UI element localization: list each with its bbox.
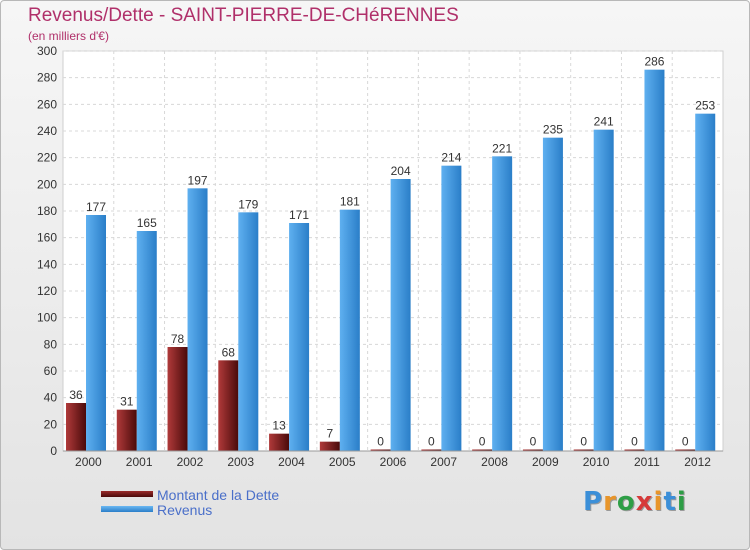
y-tick-label: 180 — [37, 204, 57, 218]
chart-subtitle: (en milliers d'€) — [28, 29, 109, 43]
x-tick-label: 2009 — [532, 455, 559, 469]
revenue-bar — [136, 231, 157, 451]
debt-bar-value-label: 36 — [69, 388, 83, 402]
legend-swatch-dette — [101, 491, 153, 497]
x-tick-label: 2007 — [430, 455, 457, 469]
debt-bar — [522, 449, 543, 451]
x-tick-label: 2002 — [177, 455, 204, 469]
y-tick-label: 40 — [44, 391, 58, 405]
x-tick-label: 2012 — [684, 455, 711, 469]
debt-bar-value-label: 0 — [377, 435, 384, 449]
x-tick-label: 2010 — [583, 455, 610, 469]
x-tick-label: 2011 — [634, 455, 660, 469]
y-tick-label: 80 — [44, 337, 58, 351]
revenue-bar — [542, 137, 563, 451]
x-tick-label: 2001 — [126, 455, 153, 469]
debt-bar — [624, 449, 645, 451]
revenue-bar-value-label: 221 — [492, 141, 512, 155]
x-tick-label: 2003 — [227, 455, 254, 469]
debt-bar-value-label: 68 — [222, 345, 236, 359]
revenue-bar — [187, 188, 208, 452]
y-tick-label: 300 — [37, 44, 57, 58]
debt-bar-value-label: 7 — [327, 427, 334, 441]
legend-swatch-revenus — [101, 506, 153, 512]
logo-letter: o — [616, 487, 636, 517]
logo-letter: r — [603, 487, 617, 517]
debt-bar-value-label: 78 — [171, 332, 185, 346]
x-tick-label: 2006 — [380, 455, 407, 469]
revenue-bar — [86, 215, 106, 451]
revenue-bar — [593, 129, 614, 451]
debt-bar-value-label: 0 — [631, 435, 638, 449]
revenue-bar-value-label: 197 — [188, 173, 208, 187]
revenue-bar-value-label: 171 — [289, 208, 309, 222]
proxiti-logo: Proxiti — [583, 487, 687, 517]
revenue-bar-value-label: 235 — [543, 123, 563, 137]
debt-bar — [472, 449, 493, 451]
revenue-bar — [339, 209, 360, 451]
y-tick-label: 100 — [37, 311, 57, 325]
debt-bar-value-label: 0 — [479, 435, 486, 449]
debt-bar — [421, 449, 442, 451]
y-tick-label: 60 — [44, 364, 58, 378]
revenue-bar-value-label: 177 — [86, 200, 106, 214]
debt-bar — [370, 449, 391, 451]
revenue-bar — [238, 212, 259, 451]
debt-bar — [573, 449, 594, 451]
logo-letter: i — [676, 487, 687, 517]
debt-bar-value-label: 0 — [428, 435, 435, 449]
revenue-bar-value-label: 253 — [695, 99, 715, 113]
y-tick-label: 20 — [44, 417, 58, 431]
debt-bar-value-label: 0 — [580, 435, 587, 449]
debt-bar-value-label: 0 — [682, 435, 689, 449]
legend-label-dette: Montant de la Dette — [157, 487, 280, 503]
legend-label-revenus: Revenus — [157, 502, 213, 518]
revenue-bar — [441, 165, 462, 451]
y-tick-label: 120 — [37, 284, 57, 298]
debt-bar — [167, 347, 188, 451]
revenue-bar-value-label: 286 — [644, 55, 664, 69]
revenue-bar — [492, 156, 513, 452]
y-tick-label: 140 — [37, 257, 57, 271]
y-tick-label: 240 — [37, 124, 57, 138]
revenue-bar-value-label: 165 — [137, 216, 157, 230]
y-tick-label: 280 — [37, 71, 57, 85]
logo-letter: x — [635, 487, 654, 517]
x-tick-label: 2008 — [481, 455, 508, 469]
y-tick-label: 200 — [37, 177, 57, 191]
revenue-bar-value-label: 241 — [594, 115, 614, 129]
debt-bar — [675, 449, 696, 451]
debt-bar — [116, 409, 137, 451]
debt-bar-value-label: 31 — [120, 395, 134, 409]
revenue-bar — [695, 113, 716, 452]
debt-bar — [218, 360, 239, 451]
x-tick-label: 2005 — [329, 455, 356, 469]
revenue-bar-value-label: 214 — [441, 151, 461, 165]
revenue-bar-value-label: 179 — [238, 197, 258, 211]
x-tick-label: 2004 — [278, 455, 305, 469]
chart-title: Revenus/Dette - SAINT-PIERRE-DE-CHéRENNE… — [28, 5, 459, 26]
y-tick-label: 260 — [37, 97, 57, 111]
debt-bar — [319, 441, 340, 451]
revenue-bar — [289, 223, 310, 451]
logo-letter: t — [663, 487, 677, 517]
logo-letter: P — [583, 487, 604, 517]
y-tick-label: 220 — [37, 151, 57, 165]
revenue-bar — [644, 69, 665, 452]
y-tick-label: 0 — [50, 444, 57, 458]
debt-bar-value-label: 13 — [272, 419, 286, 433]
debt-bar — [66, 403, 86, 451]
debt-bar-value-label: 0 — [530, 435, 537, 449]
revenue-bar — [390, 179, 411, 451]
x-tick-label: 2000 — [75, 455, 102, 469]
debt-bar — [269, 433, 290, 451]
revenue-bar-value-label: 181 — [340, 195, 360, 209]
revenue-bar-value-label: 204 — [391, 164, 411, 178]
y-tick-label: 160 — [37, 231, 57, 245]
logo-letter: i — [653, 487, 664, 517]
